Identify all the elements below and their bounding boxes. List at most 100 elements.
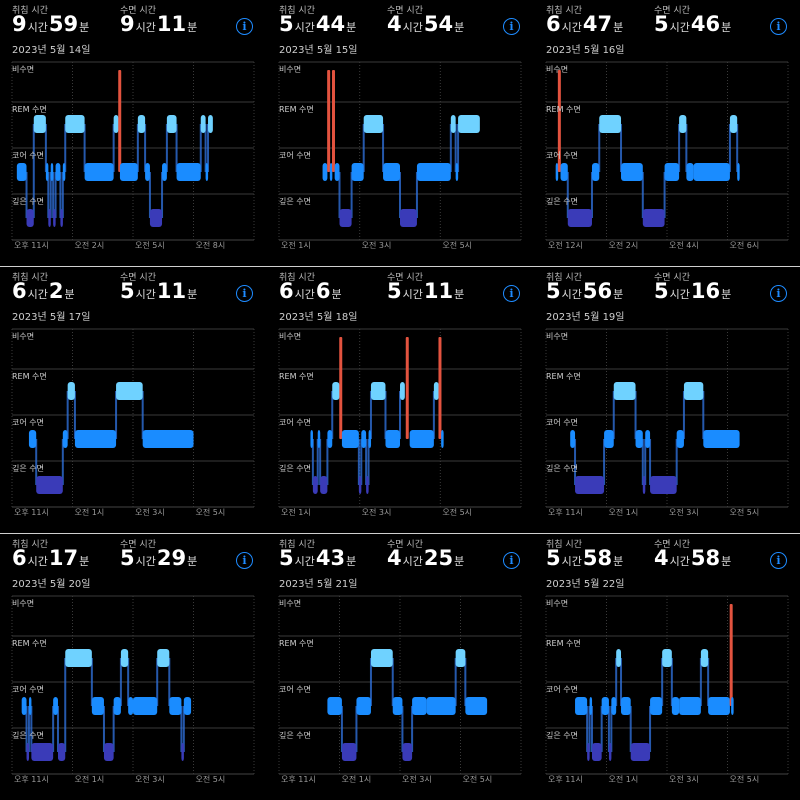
core-segment — [621, 163, 643, 181]
in-bed-duration: 9시간59분 — [12, 14, 90, 35]
core-segment — [679, 697, 701, 715]
rem-segment — [370, 649, 393, 667]
minutes-unit: 분 — [454, 21, 465, 34]
info-icon[interactable]: i — [236, 552, 253, 569]
info-icon[interactable]: i — [236, 285, 253, 302]
core-segment — [611, 697, 617, 715]
minutes-unit: 분 — [454, 288, 465, 301]
stage-label: REM 수면 — [546, 639, 581, 648]
time-tick-label: 오후 11시 — [548, 775, 583, 784]
info-icon[interactable]: i — [503, 285, 520, 302]
sleep-date: 2023년 5월 16일 — [546, 45, 625, 56]
rem-segment — [370, 382, 386, 400]
core-segment — [589, 697, 593, 715]
core-segment — [53, 697, 58, 715]
hours-value: 4 — [654, 546, 669, 570]
rem-segment — [332, 382, 340, 400]
core-segment — [162, 163, 167, 181]
minutes-value: 46 — [690, 12, 721, 36]
hours-unit: 시간 — [135, 288, 156, 301]
hours-value: 5 — [546, 279, 561, 303]
deep-segment — [642, 476, 646, 494]
deep-segment — [181, 743, 184, 761]
sleep-panel: 취침 시간 수면 시간 5시간56분 5시간16분 2023년 5월 19일 i 비수면 RE… — [534, 267, 800, 533]
info-icon[interactable]: i — [770, 285, 787, 302]
minutes-unit: 분 — [454, 555, 465, 568]
core-segment — [183, 697, 192, 715]
time-tick-label: 오전 5시 — [462, 775, 493, 784]
in-bed-duration: 6시간47분 — [546, 14, 624, 35]
deep-segment — [650, 476, 677, 494]
sleep-date: 2023년 5월 22일 — [546, 579, 625, 590]
info-icon[interactable]: i — [770, 552, 787, 569]
asleep-duration: 4시간54분 — [387, 14, 465, 35]
minutes-value: 11 — [423, 279, 454, 303]
core-segment — [62, 430, 68, 448]
stage-label: 코어 수면 — [546, 418, 578, 427]
stage-label: 비수면 — [546, 65, 569, 74]
hours-unit: 시간 — [402, 555, 423, 568]
sleep-panel: 취침 시간 수면 시간 5시간43분 4시간25분 2023년 5월 21일 i 비수면 RE… — [267, 534, 533, 800]
awake-segment — [729, 604, 733, 706]
hours-unit: 시간 — [561, 288, 582, 301]
time-tick-label: 오전 5시 — [442, 241, 473, 250]
sleep-stage-svg — [278, 595, 522, 775]
sleep-stage-chart: 비수면 REM 수면 코어 수면 깊은 수면 오후 11시 오전 1시 오전 3시 오전 5시 — [534, 590, 800, 800]
deep-segment — [608, 743, 612, 761]
time-tick-label: 오전 1시 — [74, 508, 105, 517]
rem-segment — [616, 649, 622, 667]
stage-label: REM 수면 — [546, 372, 581, 381]
minutes-value: 44 — [315, 12, 346, 36]
time-tick-label: 오전 5시 — [195, 775, 226, 784]
core-segment — [91, 697, 104, 715]
core-segment — [555, 163, 559, 181]
time-tick-label: 오전 12시 — [548, 241, 583, 250]
info-icon[interactable]: i — [503, 18, 520, 35]
rem-segment — [458, 115, 480, 133]
sleep-stage-chart: 비수면 REM 수면 코어 수면 깊은 수면 오후 11시 오전 2시 오전 5시 오전 8시 — [0, 56, 266, 266]
stage-label: 깊은 수면 — [12, 197, 44, 206]
row-divider — [0, 266, 800, 267]
row-divider — [0, 533, 800, 534]
core-segment — [465, 697, 488, 715]
hours-value: 4 — [387, 546, 402, 570]
sleep-stage-svg — [11, 328, 255, 508]
minutes-value: 17 — [48, 546, 79, 570]
hours-unit: 시간 — [135, 555, 156, 568]
info-icon[interactable]: i — [503, 552, 520, 569]
core-segment — [455, 163, 459, 181]
awake-segment — [327, 70, 331, 172]
in-bed-label: 취침 시간 — [279, 6, 315, 16]
core-segment — [664, 163, 680, 181]
time-tick-label: 오전 5시 — [729, 508, 760, 517]
asleep-label: 수면 시간 — [654, 540, 690, 550]
sleep-date: 2023년 5월 19일 — [546, 312, 625, 323]
time-tick-label: 오후 11시 — [281, 775, 316, 784]
stage-label: 깊은 수면 — [546, 731, 578, 740]
hours-unit: 시간 — [402, 21, 423, 34]
minutes-value: 16 — [690, 279, 721, 303]
asleep-duration: 5시간11분 — [387, 281, 465, 302]
rem-segment — [166, 115, 177, 133]
stage-label: 비수면 — [279, 65, 302, 74]
time-tick-label: 오전 1시 — [608, 508, 639, 517]
info-icon[interactable]: i — [770, 18, 787, 35]
time-tick-label: 오전 5시 — [195, 508, 226, 517]
info-icon[interactable]: i — [236, 18, 253, 35]
core-segment — [351, 163, 364, 181]
in-bed-duration: 5시간43분 — [279, 548, 357, 569]
core-segment — [575, 697, 588, 715]
core-segment — [169, 697, 182, 715]
stage-label: REM 수면 — [279, 105, 314, 114]
rem-segment — [200, 115, 206, 133]
stage-label: REM 수면 — [12, 105, 47, 114]
sleep-stage-chart: 비수면 REM 수면 코어 수면 깊은 수면 오전 1시 오전 3시 오전 5시 — [267, 323, 533, 533]
core-segment — [341, 430, 359, 448]
sleep-panel: 취침 시간 수면 시간 6시간47분 5시간46분 2023년 5월 16일 i 비수면 RE… — [534, 0, 800, 266]
rem-segment — [120, 649, 129, 667]
in-bed-label: 취침 시간 — [12, 6, 48, 16]
sleep-stage-chart: 비수면 REM 수면 코어 수면 깊은 수면 오후 11시 오전 1시 오전 3시 오전 5시 — [0, 590, 266, 800]
in-bed-duration: 6시간17분 — [12, 548, 90, 569]
core-segment — [686, 163, 694, 181]
hours-unit: 시간 — [669, 288, 690, 301]
